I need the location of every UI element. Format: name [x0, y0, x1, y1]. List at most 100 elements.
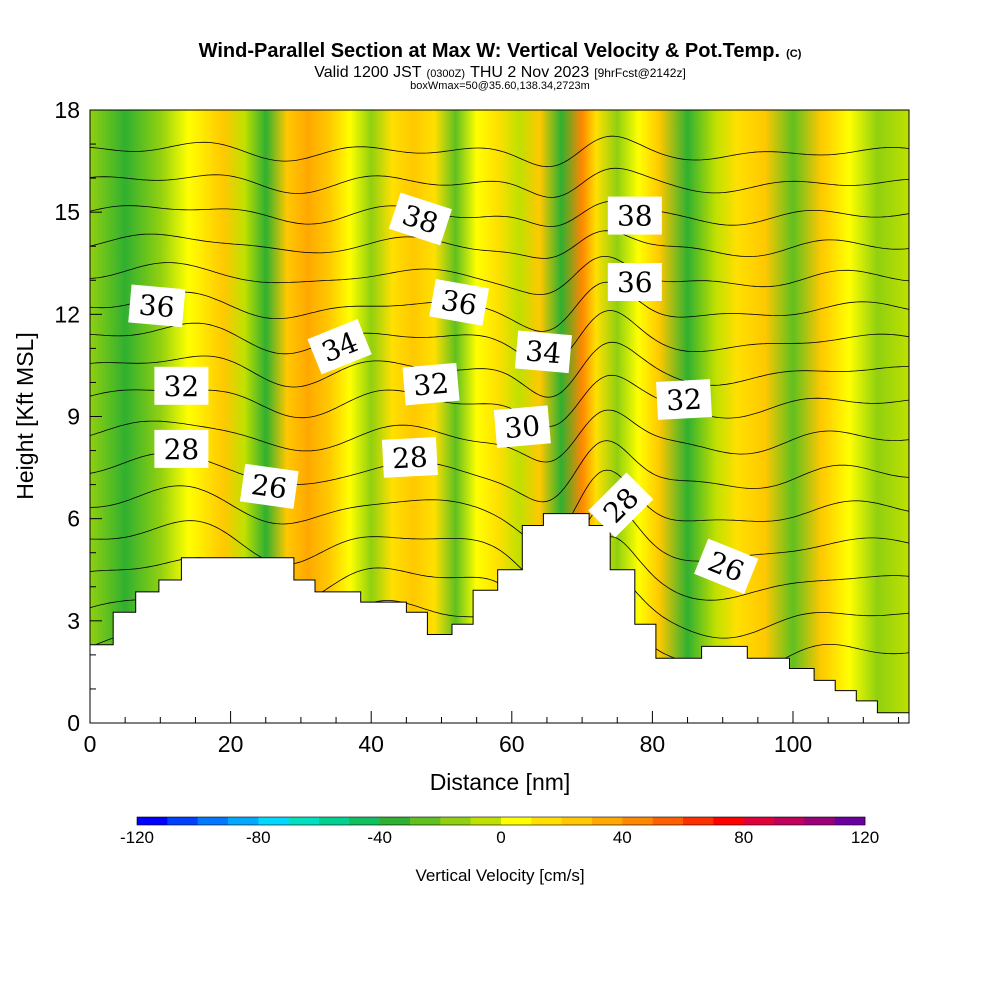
x-tick-label: 40 [358, 731, 384, 757]
y-tick-label: 9 [67, 404, 80, 430]
contour-label: 30 [493, 405, 551, 448]
colorbar: -120 -80 -40 0 40 80 120 [120, 816, 879, 847]
contour-label-text: 36 [138, 288, 176, 324]
theta-contour-line [90, 440, 909, 503]
copyright-mark: (C) [786, 48, 802, 60]
theta-contour-line [90, 255, 909, 296]
contour-label: 32 [154, 366, 209, 405]
valid-time: Valid 1200 JST [314, 64, 422, 81]
forecast-info: [9hrFcst@2142z] [594, 66, 686, 80]
contour-label: 28 [154, 429, 209, 468]
contour-label-bg [388, 192, 452, 246]
valid-utc: (0300Z) [427, 68, 466, 80]
contour-label: 32 [656, 379, 712, 420]
colorbar-swatch [137, 817, 168, 825]
valid-date: THU 2 Nov 2023 [470, 64, 589, 81]
colorbar-swatch [743, 817, 775, 825]
contour-label: 38 [388, 192, 452, 246]
contour-label-text: 36 [439, 284, 480, 323]
contour-label: 36 [607, 263, 662, 301]
colorbar-swatch [197, 817, 229, 825]
theta-contour-line [90, 167, 909, 198]
x-tick-label: 80 [640, 731, 666, 757]
contour-label-text: 28 [391, 440, 428, 475]
colorbar-swatch [622, 817, 653, 825]
colorbar-label: Vertical Velocity [cm/s] [415, 866, 584, 885]
contour-label-bg [154, 429, 209, 468]
contour-label: 36 [128, 284, 186, 328]
x-tick-label: 60 [499, 731, 525, 757]
chart-subtitle: Valid 1200 JST (0300Z) THU 2 Nov 2023 [9hrF… [314, 64, 686, 81]
contour-label-bg [588, 472, 654, 538]
contour-label-text: 32 [164, 370, 200, 403]
x-tick-label: 100 [774, 731, 812, 757]
colorbar-swatch [531, 817, 562, 825]
terrain-mask [90, 513, 909, 723]
contour-label-text: 30 [503, 409, 541, 445]
x-tick-label: 20 [218, 731, 244, 757]
colorbar-swatch [228, 817, 259, 825]
contour-label-text: 38 [617, 200, 653, 233]
theta-contour-line [90, 135, 909, 168]
contour-label-bg [429, 279, 489, 326]
y-tick-label: 3 [67, 608, 80, 634]
colorbar-tick-label: 80 [734, 828, 753, 847]
contour-label-text: 26 [249, 468, 289, 506]
contour-label-text: 28 [164, 433, 200, 466]
contour-label-bg [656, 379, 712, 420]
contour-label: 34 [514, 330, 572, 374]
colorbar-tick-label: 40 [613, 828, 632, 847]
chart-title-main: Wind-Parallel Section at Max W: Vertical… [199, 40, 780, 62]
contour-label-bg [607, 196, 662, 235]
contour-label-bg [694, 538, 759, 595]
colorbar-swatch [834, 817, 866, 825]
x-tick-label: 0 [84, 731, 97, 757]
colorbar-swatch [470, 817, 502, 825]
y-tick-label: 6 [67, 506, 80, 532]
x-axis-label: Distance [nm] [430, 769, 571, 795]
contour-label: 28 [381, 437, 438, 478]
y-tick-label: 18 [54, 97, 80, 123]
colorbar-swatch [410, 817, 441, 825]
colorbar-tick-label: -40 [367, 828, 392, 847]
contour-label-bg [607, 263, 662, 301]
theta-contour-line [90, 310, 909, 367]
theta-contour-line [90, 501, 909, 585]
colorbar-swatch [804, 817, 835, 825]
y-tick-label: 15 [54, 199, 80, 225]
contour-label-bg [381, 437, 438, 478]
theta-contour-line [90, 230, 909, 259]
colorbar-swatch [349, 817, 380, 825]
colorbar-frame [136, 816, 866, 826]
y-tick-label: 12 [54, 301, 80, 327]
contour-label-bg [307, 318, 372, 375]
colorbar-swatch [652, 817, 684, 825]
y-tick-label: 0 [67, 710, 80, 736]
colorbar-swatch [713, 817, 744, 825]
theta-contour-line [90, 374, 909, 427]
colorbar-swatch [379, 817, 411, 825]
colorbar-swatch [440, 817, 471, 825]
colorbar-swatch [288, 817, 320, 825]
x-axis: 0 20 40 60 80 100 [84, 711, 899, 757]
theta-contour-line [90, 281, 909, 332]
contour-label-text: 32 [665, 383, 702, 418]
theta-contour-line [90, 469, 909, 544]
colorbar-swatch [167, 817, 198, 825]
contour-label-bg [239, 463, 299, 509]
contour-label-bg [154, 366, 209, 405]
contour-label-bg [402, 362, 460, 406]
contour-label: 26 [239, 463, 299, 509]
box-info: boxWmax=50@35.60,138.34,2723m [410, 80, 590, 92]
contour-label: 36 [429, 279, 489, 326]
contour-label: 32 [402, 362, 460, 406]
contour-label: 38 [607, 196, 662, 235]
colorbar-tick-label: -80 [246, 828, 271, 847]
colorbar-swatch [774, 817, 805, 825]
colorbar-swatch [258, 817, 289, 825]
contour-label-text: 36 [617, 266, 653, 299]
contour-label-text: 34 [524, 334, 562, 370]
colorbar-tick-label: 120 [851, 828, 879, 847]
